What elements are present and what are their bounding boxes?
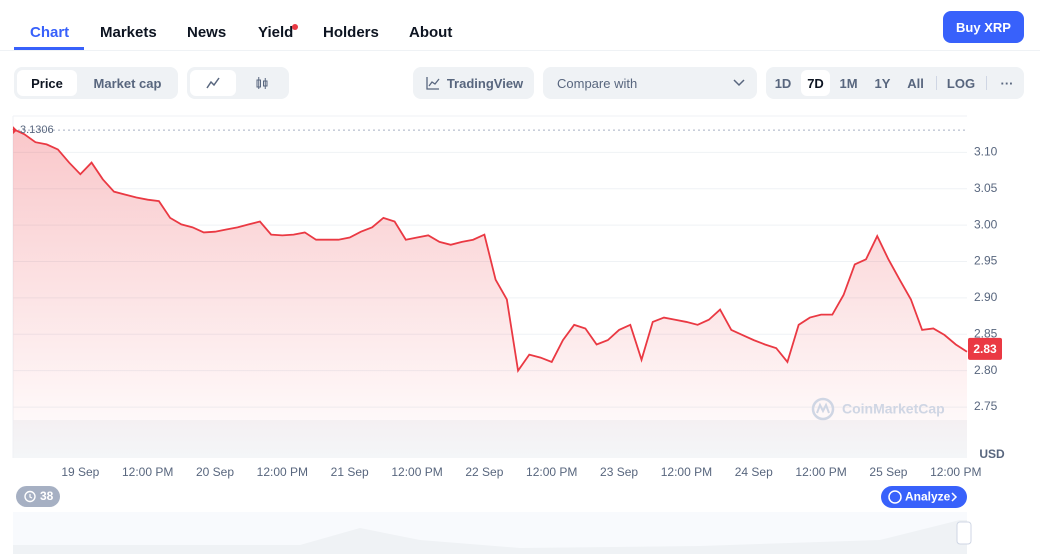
button-label: TradingView	[446, 75, 524, 91]
icon	[206, 77, 220, 89]
toggle-option[interactable]: Price	[17, 70, 77, 96]
buy-button[interactable]: Buy XRP	[943, 11, 1024, 43]
nav-tab[interactable]: News	[187, 24, 227, 41]
x-tick-label: 20 Sep	[196, 465, 234, 479]
range-option[interactable]: 1D	[774, 75, 792, 91]
area-fill	[13, 129, 967, 458]
y-axis-label: USD	[979, 447, 1005, 461]
dropdown-label: Compare with	[557, 75, 638, 91]
separator	[936, 76, 937, 90]
x-tick-label: 12:00 PM	[391, 465, 442, 479]
analyze-button[interactable]: Analyze	[881, 486, 967, 508]
y-tick-label: 2.75	[974, 399, 998, 413]
x-tick-label: 22 Sep	[465, 465, 503, 479]
notification-dot	[292, 24, 298, 30]
x-tick-label: 12:00 PM	[122, 465, 173, 479]
x-tick-label: 12:00 PM	[257, 465, 308, 479]
y-tick-label: 2.80	[974, 363, 998, 377]
x-tick-label: 12:00 PM	[930, 465, 981, 479]
watermark-text: CoinMarketCap	[842, 401, 945, 417]
y-tick-label: 2.85	[974, 326, 998, 340]
view-toggle: Price Market cap	[14, 67, 178, 99]
range-option[interactable]: 1Y	[874, 75, 891, 91]
more-button[interactable]: ···	[1000, 75, 1014, 91]
nav-tab[interactable]: Chart	[30, 24, 70, 41]
tradingview-button[interactable]: TradingView	[413, 67, 534, 99]
toggle-option[interactable]: Market cap	[93, 75, 162, 91]
nav-tab[interactable]: Yield	[258, 24, 294, 41]
line-icon[interactable]	[190, 70, 236, 96]
x-tick-label: 19 Sep	[61, 465, 99, 479]
range-option[interactable]: All	[907, 75, 924, 91]
separator	[986, 76, 987, 90]
y-tick-label: 3.00	[974, 217, 998, 231]
navigator-handle[interactable]	[956, 521, 972, 545]
active-underline	[14, 47, 84, 50]
x-tick-label: 12:00 PM	[795, 465, 846, 479]
price-tag-bg	[968, 337, 1002, 360]
log-toggle[interactable]: LOG	[946, 75, 976, 91]
x-tick-label: 25 Sep	[869, 465, 907, 479]
analyze-label: Analyze	[905, 490, 951, 504]
candle-icon[interactable]	[239, 70, 285, 96]
divider	[0, 50, 1040, 51]
reference-marker	[13, 126, 17, 135]
price-tag-text: 2.83	[973, 342, 997, 356]
current-price-tag: 2.83	[968, 337, 1002, 360]
nav-tab[interactable]: Holders	[323, 24, 379, 41]
x-tick-label: 21 Sep	[331, 465, 369, 479]
icon	[426, 77, 440, 90]
icon	[256, 77, 268, 89]
price-line	[12, 128, 968, 374]
chart-style-toggle	[187, 67, 289, 99]
y-tick-label: 3.10	[974, 145, 998, 159]
nav-tab[interactable]: Markets	[100, 24, 157, 41]
y-tick-label: 2.95	[974, 254, 998, 268]
compare-dropdown[interactable]: Compare with	[543, 67, 757, 99]
alerts-badge[interactable]: 38	[16, 486, 60, 507]
y-tick-label: 3.05	[974, 181, 998, 195]
x-tick-label: 24 Sep	[735, 465, 773, 479]
chevron	[733, 79, 745, 87]
badge-count: 38	[40, 489, 54, 503]
nav-tab[interactable]: About	[409, 24, 453, 41]
navigator-shape	[13, 520, 967, 554]
range-option[interactable]: 7D	[801, 70, 830, 96]
range-option[interactable]: 1M	[839, 75, 858, 91]
x-tick-label: 23 Sep	[600, 465, 638, 479]
y-tick-label: 2.90	[974, 290, 998, 304]
x-tick-label: 12:00 PM	[661, 465, 712, 479]
reference-label: 3.1306	[20, 124, 54, 136]
x-tick-label: 12:00 PM	[526, 465, 577, 479]
watermark: CoinMarketCap	[811, 397, 945, 421]
range-toggle: 1D 7D 1M 1Y All LOG ···	[766, 67, 1024, 99]
